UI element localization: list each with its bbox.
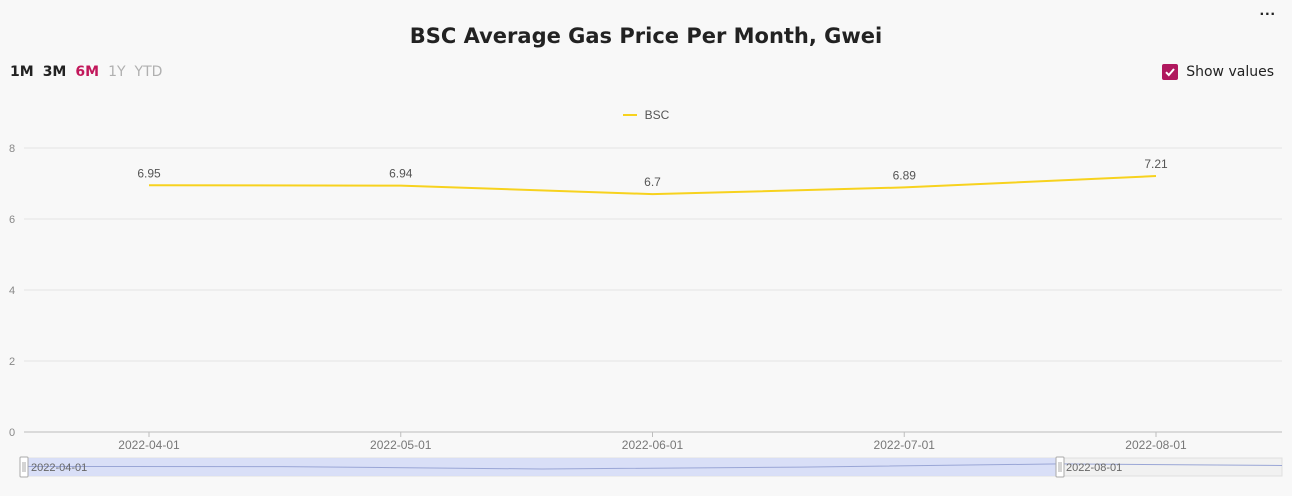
x-tick-label: 2022-05-01 [370, 438, 432, 452]
time-range-selector: 1M 3M 6M 1Y YTD [10, 64, 162, 80]
y-tick-label: 6 [9, 214, 15, 226]
data-label: 6.94 [389, 167, 413, 181]
more-options-button[interactable]: ... [1260, 2, 1276, 20]
data-label: 6.7 [644, 175, 661, 189]
range-button-1m[interactable]: 1M [10, 64, 34, 80]
x-tick-label: 2022-07-01 [874, 438, 936, 452]
zoom-start-label: 2022-04-01 [31, 462, 87, 474]
x-tick-label: 2022-04-01 [118, 438, 180, 452]
zoom-preview-line [23, 463, 1283, 470]
zoom-selection [24, 458, 1060, 476]
zoom-end-label: 2022-08-01 [1066, 462, 1122, 474]
range-button-6m[interactable]: 6M [75, 64, 100, 80]
chart-title: BSC Average Gas Price Per Month, Gwei [409, 24, 883, 48]
data-label: 6.95 [137, 166, 161, 180]
y-tick-label: 0 [9, 427, 15, 439]
checkmark-icon [1165, 68, 1175, 77]
x-tick-label: 2022-06-01 [622, 438, 684, 452]
y-tick-label: 4 [9, 285, 15, 297]
show-values-checkbox[interactable] [1162, 64, 1179, 80]
y-tick-label: 2 [9, 356, 15, 368]
data-label: 7.21 [1144, 157, 1168, 171]
series-line-bsc [148, 175, 1157, 196]
range-button-3m[interactable]: 3M [42, 64, 67, 80]
range-button-1y[interactable]: 1Y [108, 64, 126, 80]
y-tick-label: 8 [9, 143, 15, 155]
ellipsis-icon: ... [1259, 2, 1276, 19]
zoom-handle-end[interactable] [1055, 456, 1065, 478]
range-button-ytd[interactable]: YTD [134, 64, 163, 80]
legend-swatch [622, 114, 637, 116]
legend-label-bsc: BSC [644, 108, 670, 122]
x-tick-label: 2022-08-01 [1125, 438, 1187, 452]
show-values-label: Show values [1186, 64, 1274, 80]
show-values-toggle[interactable]: Show values [1162, 64, 1274, 80]
zoom-handle-start[interactable] [19, 456, 29, 478]
data-label: 6.89 [893, 168, 917, 182]
chart-legend[interactable]: BSC [0, 108, 1292, 122]
